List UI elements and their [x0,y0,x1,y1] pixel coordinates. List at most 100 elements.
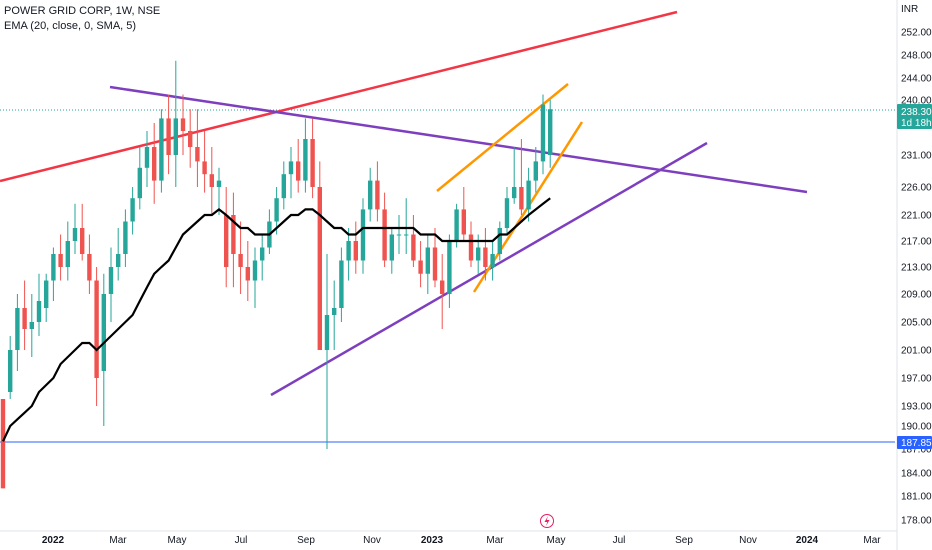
price-tick-label: 184.00 [901,469,932,480]
candle-body [425,247,430,274]
candle-body [432,247,438,281]
candle-body [476,247,481,261]
price-tick-label: 205.00 [901,318,932,329]
candle-body [461,209,466,235]
candle-body [396,234,402,236]
time-tick-label: 2024 [796,535,819,546]
price-tick-label: 217.00 [901,237,932,248]
chart-legend: POWER GRID CORP, 1W, NSE EMA (20, close,… [4,4,160,34]
time-tick-label: Jul [235,535,248,546]
candle-body [238,254,243,267]
candle-body [533,161,538,181]
price-tick-label: 226.00 [901,183,932,194]
candle-body [454,209,459,241]
ema-line [2,197,551,442]
candle-body [224,215,229,267]
candle-body [130,198,135,222]
price-tick-label: 181.00 [901,492,932,503]
time-tick-label: Mar [863,535,881,546]
time-tick-label: Sep [675,535,693,546]
candle-body [548,109,553,155]
candle-body [389,234,394,261]
candle-body [332,308,337,315]
candle-body [22,308,27,329]
candle-body [202,161,207,175]
price-tick-label: 221.00 [901,211,932,222]
price-tick-label: 248.00 [901,51,932,62]
last-price-tag [897,104,932,129]
orange-channel-upper[interactable] [436,83,569,192]
candle-body [404,234,409,236]
level-price-tag [897,436,932,449]
price-tick-label: 244.00 [901,74,932,85]
price-tick-label: 240.00 [901,96,932,107]
time-tick-label: Mar [486,535,504,546]
time-tick-label: Sep [297,535,315,546]
candle-body [274,198,279,222]
candle-body [108,267,114,294]
time-tick-label: 2022 [42,535,65,546]
candle-body [166,118,171,155]
price-tick-label: 187.00 [901,445,932,456]
candle-body [512,187,517,199]
candle-body [137,167,142,199]
purple-trendline-upper[interactable] [109,85,808,194]
candle-body [0,399,6,489]
candle-body [468,234,474,261]
candle-body [252,260,258,281]
candle-body [80,228,85,254]
last-price-tag-text: 238.30 [901,107,932,118]
legend-title: POWER GRID CORP, 1W, NSE [4,5,161,17]
candle-body [29,322,34,329]
price-tick-label: 252.00 [901,28,932,39]
candle-body [116,254,121,267]
price-tick-label: 231.00 [901,151,932,162]
candle-body [51,254,56,281]
candle-body [353,241,358,261]
candle-body [44,280,49,308]
candle-body [324,315,330,350]
legend-indicator: EMA (20, close, 0, SMA, 5) [4,20,137,32]
candle-body [360,209,366,261]
candle-body [375,180,380,210]
time-tick-label: Jul [613,535,626,546]
candle-body [123,221,128,254]
candle-body [483,247,488,267]
price-tick-label: 193.00 [901,402,932,413]
candle-body [245,267,250,281]
candle-body [418,260,423,274]
candle-body [540,104,546,162]
red-trendline[interactable] [0,10,678,183]
candle-body [288,161,294,175]
price-tick-label: 197.00 [901,374,932,385]
candle-body [310,139,315,187]
candle-body [216,180,222,187]
candle-body [497,228,502,254]
candle-body [346,241,351,261]
candle-body [526,180,531,210]
candle-body [490,254,495,267]
time-tick-label: Nov [739,535,757,546]
candle-body [317,187,322,350]
candle-body [152,147,157,181]
candle-body [36,301,42,322]
candle-body [504,198,510,228]
candle-body [519,187,524,210]
candle-body [281,174,286,199]
candle-body [72,228,78,241]
lightning-glyph [544,516,550,526]
price-tick-label: 209.00 [901,290,932,301]
candle-body [296,161,301,181]
candle-body [339,260,344,308]
candle-body [209,174,214,187]
candle-body [180,118,186,131]
price-axis[interactable] [897,0,932,550]
time-tick-label: May [168,535,187,546]
level-price-tag-text: 187.85 [901,438,932,449]
candle-body [411,234,416,261]
candle-body [65,241,70,267]
candle-body [94,280,99,378]
candle-body [231,215,236,254]
candle-body [159,118,164,181]
